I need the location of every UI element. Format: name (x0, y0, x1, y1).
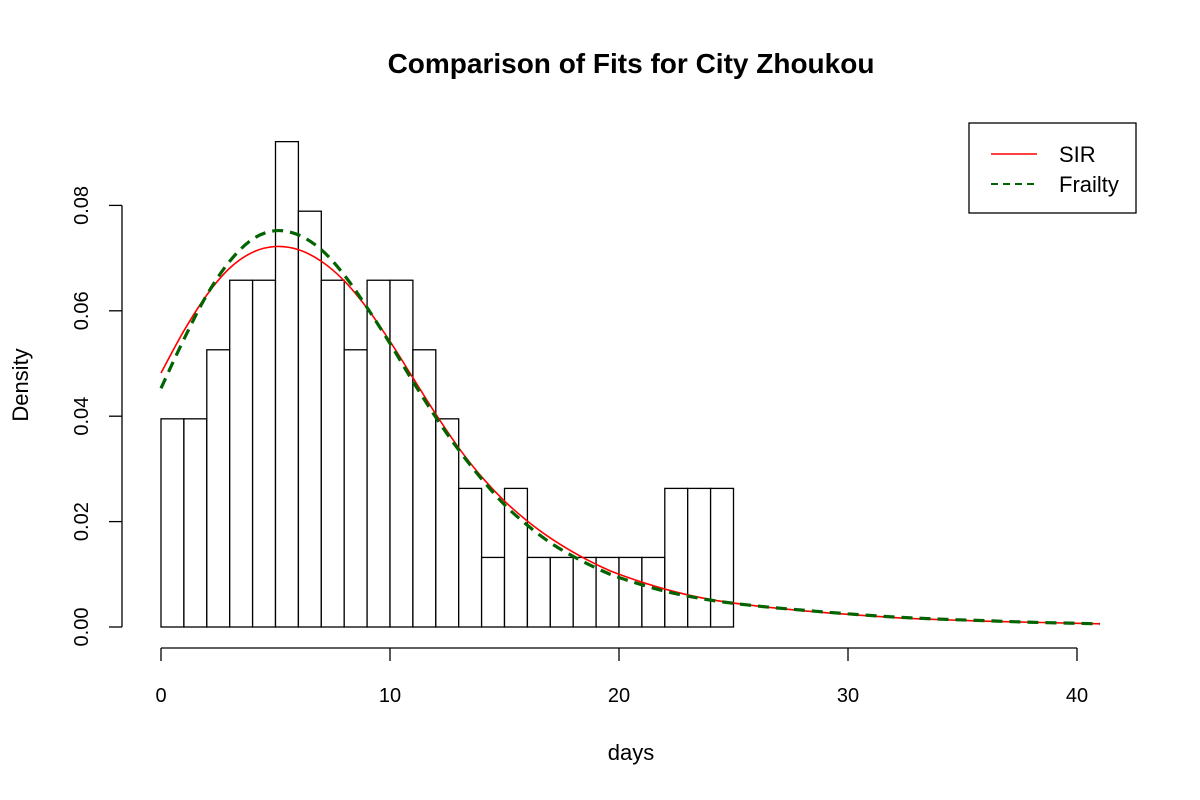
y-tick-label: 0.08 (71, 186, 93, 225)
histogram-bar (251, 279, 277, 628)
x-axis: 0 10 20 30 40 (155, 647, 1088, 707)
y-tick-label: 0.00 (71, 608, 93, 647)
histogram-bar (274, 140, 300, 628)
histogram-bar (503, 487, 529, 628)
histogram-bar (687, 487, 712, 628)
histogram-bars (160, 140, 735, 628)
histogram-bar (618, 556, 643, 628)
histogram-bar (549, 556, 574, 628)
histogram-bar (526, 556, 551, 628)
histogram-bar (297, 210, 322, 628)
histogram-bar (641, 556, 666, 628)
histogram-bar (389, 279, 414, 628)
x-tick-label: 10 (379, 685, 401, 707)
histogram-bar (229, 279, 254, 628)
histogram-bar (480, 556, 506, 628)
y-tick-label: 0.06 (71, 291, 93, 330)
histogram-bar (412, 349, 437, 628)
x-tick-label: 0 (155, 685, 166, 707)
histogram-bar (709, 487, 735, 628)
histogram-bar (320, 279, 345, 628)
series-line-frailty (159, 228, 1100, 626)
y-tick-label: 0.02 (71, 502, 93, 541)
fit-curves (159, 228, 1100, 626)
legend-entry-sir: SIR (1059, 142, 1096, 167)
legend-entry-frailty: Frailty (1059, 172, 1119, 197)
histogram-bar (595, 556, 620, 628)
x-tick-label: 20 (608, 685, 630, 707)
histogram-bar (435, 418, 460, 628)
x-tick-label: 40 (1066, 685, 1088, 707)
histogram-bar (206, 349, 231, 628)
histogram-bar (160, 418, 185, 628)
histogram-bar (664, 487, 689, 628)
y-tick-label: 0.04 (71, 397, 93, 436)
histogram-bar (366, 279, 391, 628)
histogram-bar (343, 349, 368, 628)
x-axis-label: days (608, 740, 654, 765)
legend: SIR Frailty (968, 122, 1137, 214)
y-axis-label: Density (8, 348, 33, 421)
legend-box (968, 122, 1137, 214)
y-axis: 0.00 0.02 0.04 0.06 0.08 (71, 186, 123, 647)
x-tick-label: 30 (837, 685, 859, 707)
chart-title: Comparison of Fits for City Zhoukou (388, 48, 875, 79)
histogram-bar (458, 487, 483, 628)
histogram-bar (183, 418, 208, 628)
